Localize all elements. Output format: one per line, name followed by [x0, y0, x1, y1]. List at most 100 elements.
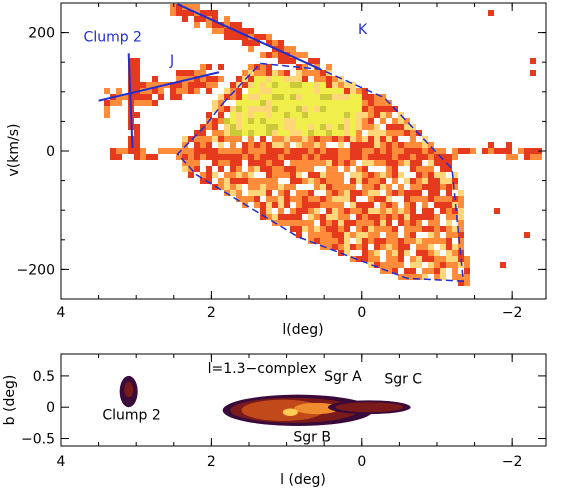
emission-cell [386, 214, 392, 220]
emission-cell [212, 130, 218, 136]
emission-cell [206, 82, 212, 88]
emission-cell [374, 244, 380, 250]
emission-cell [176, 76, 182, 82]
emission-cell [338, 100, 344, 106]
emission-cell [530, 70, 536, 76]
emission-cell [416, 262, 422, 268]
emission-cell [266, 148, 272, 154]
emission-cell [404, 190, 410, 196]
emission-cell [368, 178, 374, 184]
emission-cell [182, 136, 188, 142]
emission-cell [338, 196, 344, 202]
emission-cell [236, 124, 242, 130]
emission-cell [416, 166, 422, 172]
emission-cell [362, 232, 368, 238]
emission-cell [344, 148, 350, 154]
emission-cell [386, 232, 392, 238]
emission-cell [362, 136, 368, 142]
emission-cell [368, 142, 374, 148]
emission-cell [248, 100, 254, 106]
emission-cell [398, 142, 404, 148]
emission-cell [404, 208, 410, 214]
emission-cell [398, 190, 404, 196]
emission-cell [176, 4, 182, 10]
emission-cell [452, 268, 458, 274]
emission-cell [446, 184, 452, 190]
emission-cell [458, 280, 464, 286]
emission-cell [218, 148, 224, 154]
emission-cell [242, 40, 248, 46]
emission-cell [464, 280, 470, 286]
emission-cell [200, 136, 206, 142]
emission-cell [332, 184, 338, 190]
emission-cell [284, 166, 290, 172]
emission-cell [248, 196, 254, 202]
emission-cell [446, 154, 452, 160]
emission-cell [518, 148, 524, 154]
emission-cell [422, 214, 428, 220]
emission-cell [482, 148, 488, 154]
emission-cell [332, 82, 338, 88]
emission-cell [248, 112, 254, 118]
emission-cell [392, 214, 398, 220]
emission-cell [386, 256, 392, 262]
emission-cell [386, 142, 392, 148]
emission-cell [506, 142, 512, 148]
emission-cell [386, 226, 392, 232]
emission-cell [326, 244, 332, 250]
emission-cell [416, 148, 422, 154]
emission-cell [188, 172, 194, 178]
emission-cell [320, 148, 326, 154]
emission-cell [320, 220, 326, 226]
emission-cell [428, 208, 434, 214]
emission-cell [296, 172, 302, 178]
emission-cell [242, 100, 248, 106]
emission-cell [278, 58, 284, 64]
bottom-panel: 4 2 0 −2 0.5 0 −0.5 l (deg) b (deg) l=1.3−comp… [2, 353, 547, 488]
emission-cell [350, 244, 356, 250]
emission-cell [452, 178, 458, 184]
emission-cell [200, 142, 206, 148]
emission-cell [200, 172, 206, 178]
emission-cell [140, 100, 146, 106]
emission-cell [272, 70, 278, 76]
emission-cell [314, 112, 320, 118]
emission-cell [416, 154, 422, 160]
emission-cell [296, 220, 302, 226]
emission-cell [404, 238, 410, 244]
emission-cell [152, 82, 158, 88]
emission-cell [284, 94, 290, 100]
emission-cell [284, 70, 290, 76]
emission-cell [422, 226, 428, 232]
emission-cell [302, 136, 308, 142]
emission-cell [206, 148, 212, 154]
emission-cell [440, 166, 446, 172]
emission-cell [284, 58, 290, 64]
emission-cell [368, 214, 374, 220]
emission-cell [164, 148, 170, 154]
emission-cell [440, 244, 446, 250]
emission-cell [362, 142, 368, 148]
emission-cell [326, 130, 332, 136]
emission-cell [416, 178, 422, 184]
emission-cell [320, 142, 326, 148]
emission-cell [134, 136, 140, 142]
emission-cell [296, 148, 302, 154]
emission-cell [188, 154, 194, 160]
emission-cell [236, 172, 242, 178]
emission-cell [266, 208, 272, 214]
emission-cell [398, 124, 404, 130]
emission-cell [320, 94, 326, 100]
emission-cell [260, 142, 266, 148]
emission-cell [380, 226, 386, 232]
emission-cell [308, 214, 314, 220]
emission-cell [320, 160, 326, 166]
top-x-axis-label: l(deg) [282, 322, 323, 338]
emission-cell [368, 190, 374, 196]
emission-cell [248, 166, 254, 172]
emission-cell [302, 70, 308, 76]
emission-cell [368, 256, 374, 262]
emission-cell [338, 142, 344, 148]
emission-cell [302, 160, 308, 166]
emission-cell [290, 130, 296, 136]
